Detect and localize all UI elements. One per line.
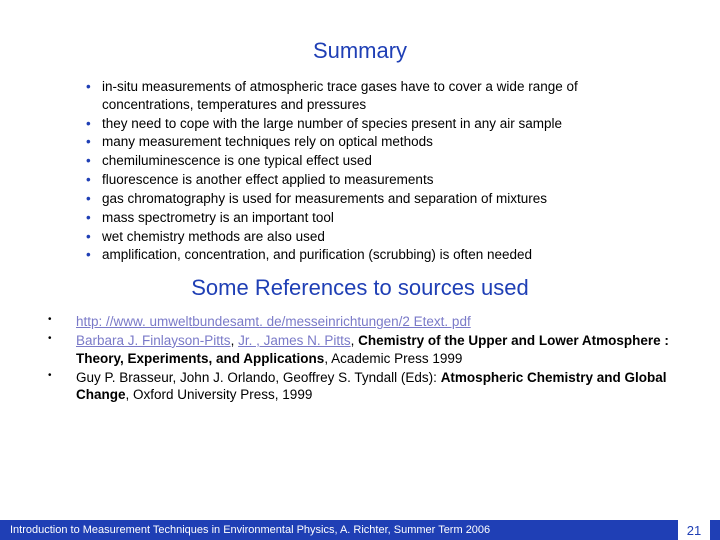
footer-text: Introduction to Measurement Techniques i… (10, 524, 490, 536)
list-item: gas chromatography is used for measureme… (86, 190, 666, 208)
slide-title-container: Summary (0, 0, 720, 78)
list-item: many measurement techniques rely on opti… (86, 133, 666, 151)
list-item: chemiluminescence is one typical effect … (86, 152, 666, 170)
page-number: 21 (678, 520, 710, 540)
list-item: wet chemistry methods are also used (86, 228, 666, 246)
summary-bullets: in-situ measurements of atmospheric trac… (86, 78, 666, 264)
list-item: http: //www. umweltbundesamt. de/messein… (40, 313, 680, 331)
slide: Summary in-situ measurements of atmosphe… (0, 0, 720, 540)
reference-text: , Oxford University Press, 1999 (126, 387, 313, 402)
reference-link[interactable]: http: //www. umweltbundesamt. de/messein… (76, 314, 471, 329)
list-item: fluorescence is another effect applied t… (86, 171, 666, 189)
reference-text: Guy P. Brasseur, John J. Orlando, Geoffr… (76, 370, 441, 385)
references-heading: Some References to sources used (0, 275, 720, 301)
list-item: they need to cope with the large number … (86, 115, 666, 133)
reference-text: , (351, 333, 359, 348)
slide-title: Summary (0, 38, 720, 64)
references-heading-container: Some References to sources used (0, 265, 720, 313)
reference-link[interactable]: Barbara J. Finlayson-Pitts (76, 333, 231, 348)
reference-link[interactable]: Jr. , James N. Pitts (238, 333, 351, 348)
reference-text: , (231, 333, 239, 348)
list-item: Guy P. Brasseur, John J. Orlando, Geoffr… (40, 369, 680, 405)
list-item: amplification, concentration, and purifi… (86, 246, 666, 264)
footer-bar: Introduction to Measurement Techniques i… (0, 520, 720, 540)
reference-text: , Academic Press 1999 (324, 351, 462, 366)
list-item: mass spectrometry is an important tool (86, 209, 666, 227)
list-item: Barbara J. Finlayson-Pitts, Jr. , James … (40, 332, 680, 368)
references-list: http: //www. umweltbundesamt. de/messein… (40, 313, 680, 404)
list-item: in-situ measurements of atmospheric trac… (86, 78, 666, 114)
